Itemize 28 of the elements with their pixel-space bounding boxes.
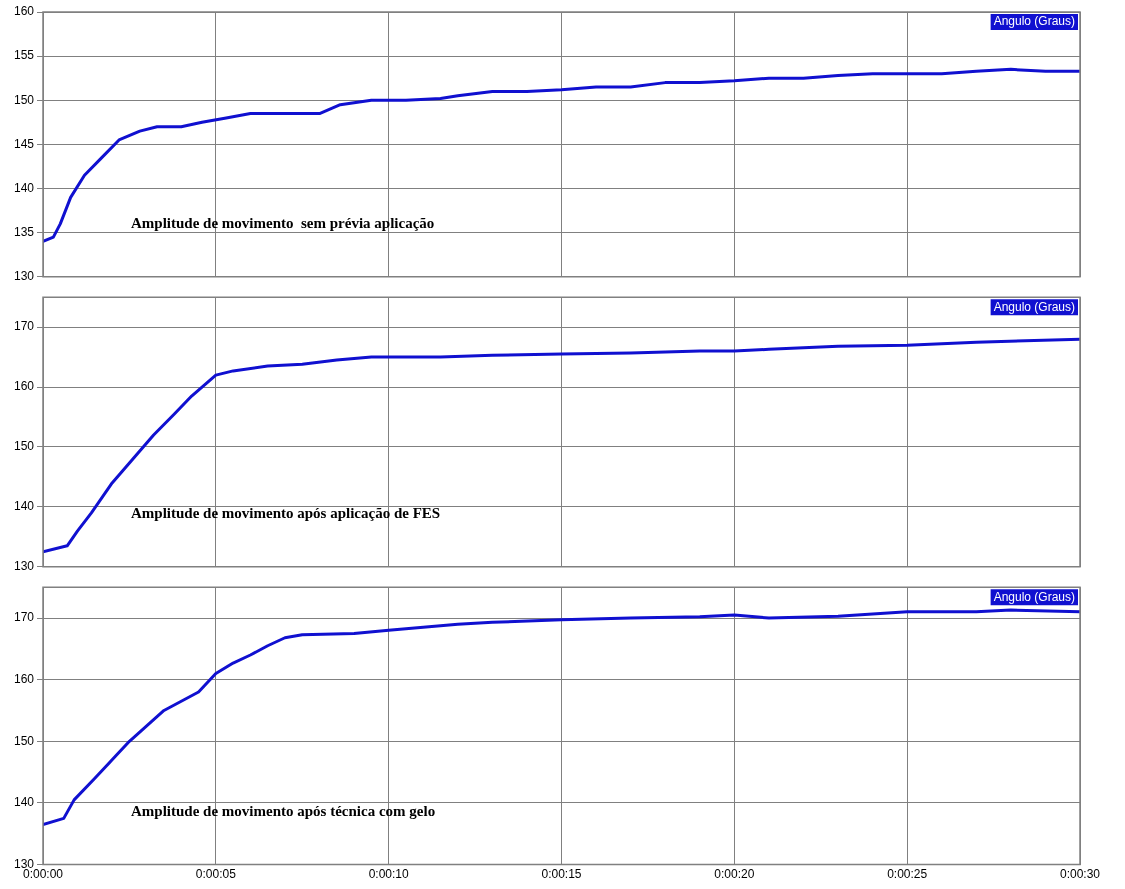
y-tick-label: 135 bbox=[13, 224, 35, 239]
annotation: Amplitude de movimento após aplicação de FES bbox=[131, 504, 441, 522]
series-label: Angulo (Graus) bbox=[993, 589, 1076, 604]
y-tick-label: 130 bbox=[13, 559, 35, 574]
text: Angulo (Graus) bbox=[993, 14, 1076, 29]
x-tick-label: 0:00:30 bbox=[1059, 867, 1101, 882]
y-tick-label: 140 bbox=[13, 795, 35, 810]
y-tick-label: 160 bbox=[13, 671, 35, 686]
text: Angulo (Graus) bbox=[993, 299, 1076, 314]
y-tick-label: 140 bbox=[13, 499, 35, 514]
y-tick-label: 160 bbox=[13, 379, 35, 394]
y-tick-label: 155 bbox=[13, 48, 35, 63]
x-tick-label: 0:00:10 bbox=[368, 867, 410, 882]
x-tick-label: 0:00:25 bbox=[887, 867, 928, 882]
x-tick-label: 0:00:20 bbox=[714, 867, 755, 882]
y-tick-label: 145 bbox=[13, 136, 35, 151]
y-tick-label: 140 bbox=[13, 180, 35, 195]
y-tick-label: 150 bbox=[13, 439, 35, 454]
annotation: Amplitude de movimento após técnica com gelo bbox=[131, 802, 436, 820]
y-tick-label: 150 bbox=[13, 92, 35, 107]
y-tick-label: 150 bbox=[13, 733, 35, 748]
annotation: Amplitude de movimento sem prévia aplicação bbox=[131, 214, 435, 232]
y-tick-label: 130 bbox=[13, 269, 35, 284]
y-tick-label: 170 bbox=[13, 610, 35, 625]
y-tick-label: 170 bbox=[13, 319, 35, 334]
x-tick-label: 0:00:15 bbox=[541, 867, 582, 882]
y-tick-label: 160 bbox=[13, 4, 35, 19]
x-tick-label: 0:00:05 bbox=[195, 867, 237, 882]
